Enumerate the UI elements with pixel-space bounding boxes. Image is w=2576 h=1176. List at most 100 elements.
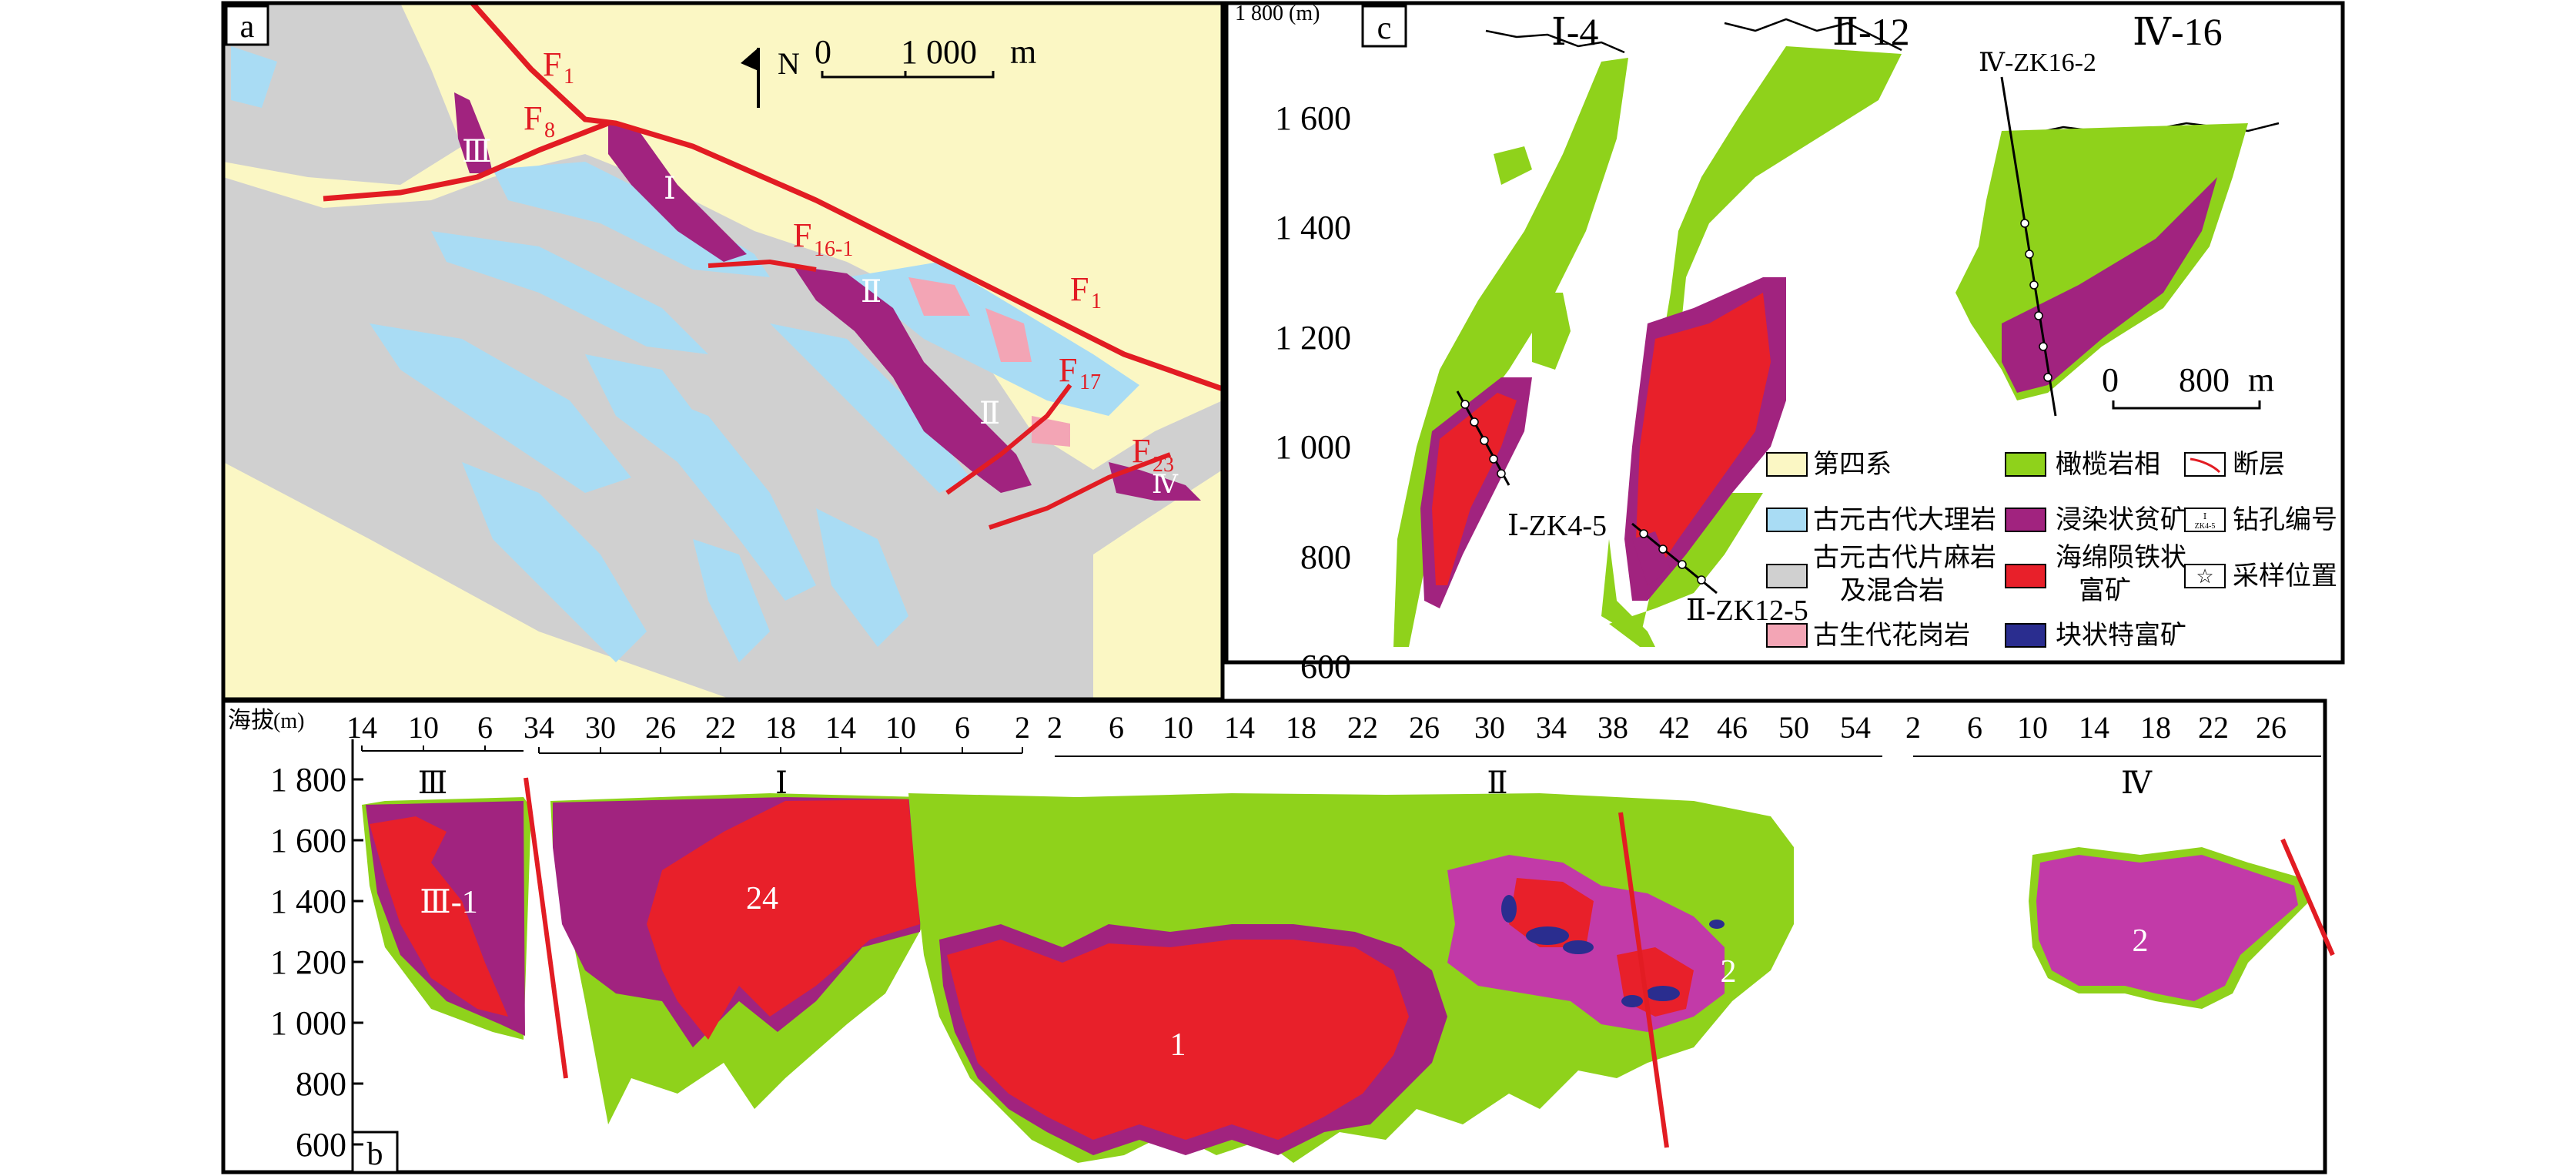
svg-text:600: 600 [296, 1126, 346, 1164]
svg-text:14: 14 [2079, 710, 2109, 745]
svg-text:2: 2 [1047, 710, 1062, 745]
svg-text:38: 38 [1597, 710, 1628, 745]
marble-band-9 [585, 354, 708, 462]
svg-text:50: 50 [1778, 710, 1809, 745]
svg-text:1 200: 1 200 [1275, 319, 1351, 357]
legend-swatch-massive [2005, 623, 2046, 648]
svg-text:10: 10 [2017, 710, 2048, 745]
orebody-IV-map [1109, 462, 1201, 501]
marble-band-5 [462, 462, 647, 662]
panel-a-label: a [240, 9, 255, 45]
svg-text:18: 18 [765, 710, 796, 745]
north-label: N [778, 46, 800, 81]
svg-text:14: 14 [346, 710, 377, 745]
svg-text:26: 26 [1409, 710, 1440, 745]
fault-labels: F 1 F 8 F 16-1 F 17 F 23 F 1 [524, 45, 1174, 477]
legend-swatch-sideronitic [2005, 564, 2046, 588]
svg-text:Ⅱ: Ⅱ [979, 396, 1000, 431]
svg-text:Ⅳ-ZK16-2: Ⅳ-ZK16-2 [1979, 49, 2096, 77]
svg-text:1 600: 1 600 [1275, 99, 1351, 137]
sample-stars [1460, 219, 2052, 585]
xticks-group-II: 2 6 10 14 18 22 26 30 34 38 42 46 50 54 [1047, 710, 1882, 757]
drillholes: Ⅰ-ZK4-5 Ⅱ-ZK12-5 Ⅳ-ZK16-2 [1456, 49, 2096, 627]
svg-text:☆: ☆ [2196, 565, 2213, 588]
gneiss-north [223, 3, 462, 185]
svg-text:1 000: 1 000 [1275, 428, 1351, 466]
orebody-III-map [454, 92, 493, 173]
panel-b-axis-prefix: 海拔 [228, 708, 274, 733]
svg-text:22: 22 [1347, 710, 1378, 745]
svg-text:30: 30 [1474, 710, 1505, 745]
panel-c-sections: c 1 800 (m) 1 600 1 400 1 200 1 000 800 … [1224, 1, 2345, 685]
panel-c-label-box [1361, 5, 1407, 48]
svg-text:1 000: 1 000 [901, 33, 977, 71]
section-I-4: Ⅰ-4 [1393, 10, 1628, 647]
svg-text:17: 17 [1079, 370, 1101, 394]
fault-b-1 [524, 777, 568, 1079]
svg-text:1 600: 1 600 [270, 822, 346, 859]
svg-text:Ⅳ: Ⅳ [2121, 766, 2153, 800]
svg-text:800: 800 [2179, 361, 2230, 399]
svg-text:Ⅱ: Ⅱ [1487, 766, 1507, 800]
svg-text:Ⅰ: Ⅰ [775, 766, 788, 800]
svg-text:1 200: 1 200 [270, 943, 346, 981]
svg-text:断层: 断层 [2233, 450, 2285, 479]
north-arrow: N [741, 46, 800, 108]
svg-text:钻孔编号: 钻孔编号 [2233, 505, 2337, 534]
massive-ore-lenses [1501, 895, 1725, 1007]
fault-b-2 [1618, 812, 1669, 1148]
svg-text:富矿: 富矿 [2079, 576, 2131, 605]
svg-text:Ⅰ: Ⅰ [2203, 512, 2206, 521]
svg-text:2: 2 [2133, 923, 2149, 959]
label-F1-east: F [1070, 270, 1089, 308]
svg-text:22: 22 [2198, 710, 2229, 745]
svg-text:2: 2 [1905, 710, 1921, 745]
svg-text:Ⅲ: Ⅲ [418, 766, 448, 800]
svg-text:采样位置: 采样位置 [2233, 561, 2337, 591]
marble-band-11 [693, 539, 770, 662]
svg-text:古生代花岗岩: 古生代花岗岩 [1813, 621, 1970, 650]
svg-text:Ⅲ: Ⅲ [462, 134, 492, 169]
legend-swatch-marble [1766, 508, 1808, 532]
svg-text:46: 46 [1717, 710, 1748, 745]
legend-swatch-quaternary [1766, 452, 1808, 477]
svg-text:m: m [2248, 361, 2274, 399]
svg-text:22: 22 [705, 710, 736, 745]
label-F16-1: F [793, 216, 811, 254]
xticks-group-III: 14 10 6 [346, 710, 524, 752]
svg-text:Ⅰ: Ⅰ [664, 171, 676, 206]
svg-text:海绵陨铁状: 海绵陨铁状 [2056, 543, 2186, 572]
svg-text:浸染状贫矿: 浸染状贫矿 [2056, 505, 2186, 534]
svg-text:10: 10 [408, 710, 439, 745]
panel-c-yticks: 1 600 1 400 1 200 1 000 800 600 [1275, 99, 1351, 685]
legend-swatch-olivine [2005, 452, 2046, 477]
svg-text:8: 8 [544, 119, 555, 142]
label-F1-north: F [543, 45, 561, 83]
svg-text:古元古代大理岩: 古元古代大理岩 [1813, 505, 1996, 534]
svg-text:26: 26 [645, 710, 676, 745]
marble-band-3 [431, 231, 708, 354]
legend-swatch-granite [1766, 623, 1808, 648]
panel-b-label: b [367, 1137, 383, 1172]
label-F17: F [1059, 351, 1077, 389]
legend: 第四系 古元古代大理岩 古元古代片麻岩 及混合岩 古生代花岗岩 橄榄岩相 浸染状… [1766, 450, 2337, 650]
svg-text:24: 24 [746, 881, 778, 916]
svg-text:1: 1 [1170, 1027, 1186, 1063]
svg-text:Ⅱ: Ⅱ [861, 274, 882, 309]
xticks-group-I: 34 30 26 22 18 14 10 6 2 [524, 710, 1030, 754]
label-F8: F [524, 99, 542, 137]
section-IV-16: Ⅳ-16 [1955, 10, 2280, 400]
svg-text:Ⅰ-ZK4-5: Ⅰ-ZK4-5 [1507, 510, 1607, 542]
orebody-labels-a: Ⅰ Ⅱ Ⅱ Ⅲ Ⅳ [462, 134, 1179, 499]
svg-text:1 800: 1 800 [270, 761, 346, 799]
svg-text:14: 14 [825, 710, 856, 745]
svg-text:及混合岩: 及混合岩 [1840, 576, 1945, 605]
orebody-II-map [793, 266, 1032, 493]
svg-text:Ⅳ: Ⅳ [1152, 471, 1179, 499]
fault-F16-1 [708, 259, 817, 272]
fault-b-3 [2280, 838, 2335, 957]
panel-b-longsection: b 海拔 (m) 1 800 1 600 1 400 1 200 1 000 8… [221, 699, 2335, 1174]
svg-text:0: 0 [2102, 361, 2119, 399]
svg-text:10: 10 [1163, 710, 1193, 745]
body-II: 1 2 Ⅱ [908, 766, 1794, 1163]
